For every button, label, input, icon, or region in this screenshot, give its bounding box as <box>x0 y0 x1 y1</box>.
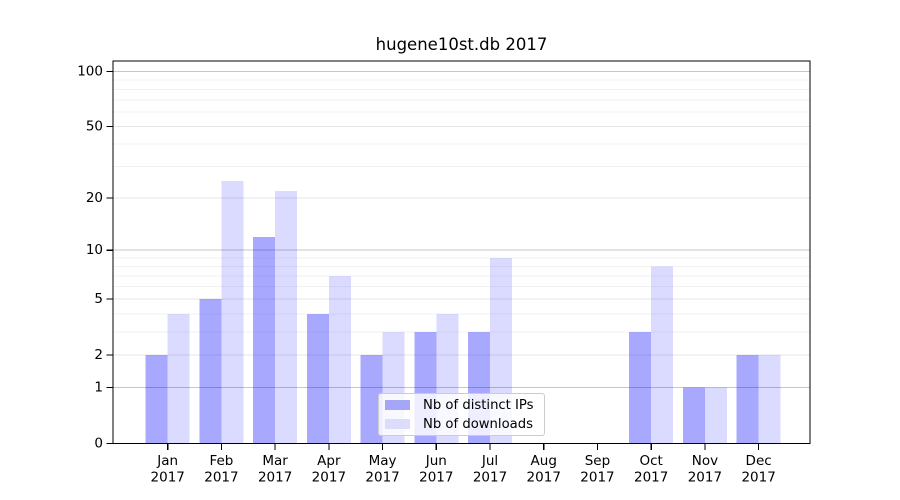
legend: Nb of distinct IPs Nb of downloads <box>378 393 545 436</box>
x-tick-month: Oct <box>640 453 663 469</box>
legend-label: Nb of downloads <box>423 416 533 432</box>
x-tick-month: May <box>369 453 397 469</box>
x-axis: Jan2017Feb2017Mar2017Apr2017May2017Jun20… <box>151 443 776 486</box>
x-tick-year: 2017 <box>312 470 346 486</box>
y-tick-label: 0 <box>94 436 103 452</box>
bar <box>199 299 222 444</box>
legend-item-distinct-ips: Nb of distinct IPs <box>385 396 544 415</box>
axes-frame <box>112 60 811 445</box>
x-tick-year: 2017 <box>365 470 399 486</box>
x-tick-month: Sep <box>585 453 610 469</box>
bar <box>328 275 351 444</box>
bar <box>221 180 244 444</box>
legend-item-downloads: Nb of downloads <box>385 415 544 434</box>
bar <box>167 313 190 444</box>
x-tick-year: 2017 <box>473 470 507 486</box>
x-tick-year: 2017 <box>741 470 775 486</box>
bar <box>651 266 674 444</box>
x-tick-month: Nov <box>692 453 718 469</box>
bar <box>275 190 298 444</box>
legend-swatch-downloads-icon <box>385 419 410 429</box>
bar <box>145 355 168 444</box>
bar <box>629 331 652 444</box>
bar <box>704 387 727 444</box>
x-tick-year: 2017 <box>527 470 561 486</box>
bar <box>682 387 705 444</box>
x-tick-year: 2017 <box>580 470 614 486</box>
x-tick-month: Aug <box>531 453 557 469</box>
chart-title: hugene10st.db 2017 <box>375 35 548 54</box>
x-tick-month: Dec <box>746 453 772 469</box>
x-tick-year: 2017 <box>419 470 453 486</box>
y-tick-label: 2 <box>94 347 103 363</box>
bar <box>253 236 276 444</box>
x-tick-year: 2017 <box>634 470 668 486</box>
x-tick-year: 2017 <box>258 470 292 486</box>
gridlines <box>113 71 810 389</box>
x-tick-month: Jul <box>481 453 498 469</box>
legend-swatch-distinct-ips-icon <box>385 400 410 410</box>
x-tick-month: Jun <box>425 453 447 469</box>
x-tick-month: Feb <box>209 453 233 469</box>
y-tick-label: 10 <box>86 242 103 258</box>
y-axis: 0 1 2 5 10 20 50 100 <box>77 64 113 452</box>
x-tick-year: 2017 <box>151 470 185 486</box>
y-tick-label: 5 <box>94 291 103 307</box>
bar <box>758 355 781 444</box>
y-tick-label: 1 <box>94 380 103 396</box>
y-tick-label: 20 <box>86 190 103 206</box>
x-tick-month: Mar <box>262 453 288 469</box>
x-tick-month: Apr <box>317 453 341 469</box>
x-tick-year: 2017 <box>688 470 722 486</box>
y-tick-label: 50 <box>86 119 103 135</box>
bar <box>306 313 329 444</box>
y-tick-label: 100 <box>77 64 103 80</box>
bar <box>360 355 383 444</box>
x-tick-month: Jan <box>156 453 178 469</box>
x-tick-year: 2017 <box>204 470 238 486</box>
legend-label: Nb of distinct IPs <box>423 397 534 413</box>
bar <box>736 355 759 444</box>
